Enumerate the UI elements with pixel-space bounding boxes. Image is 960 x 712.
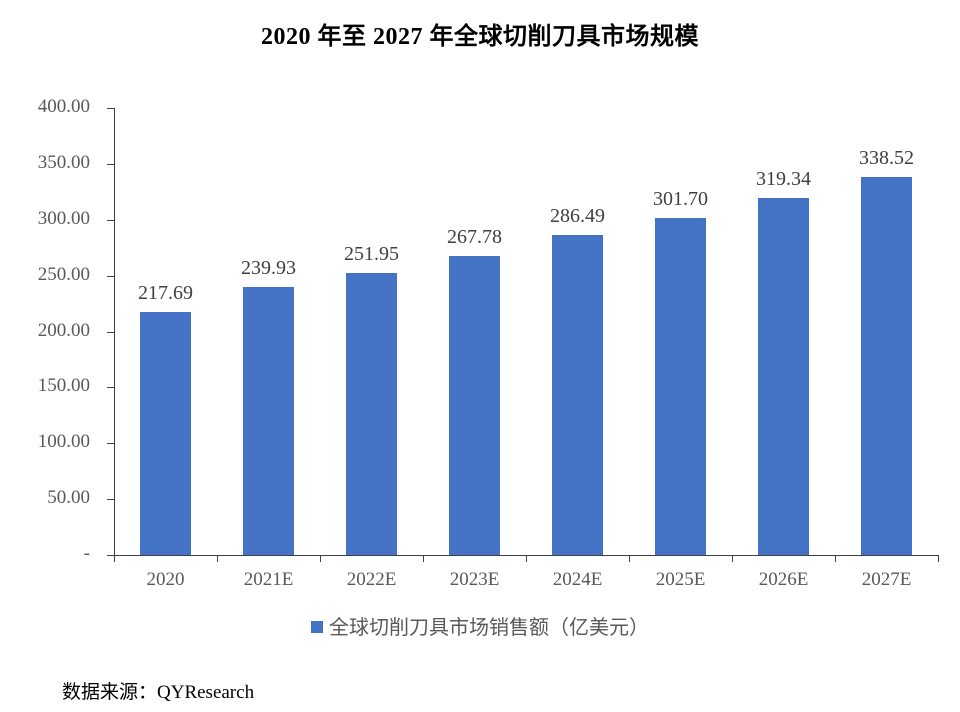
x-tick-label: 2022E [346, 569, 397, 590]
bar-2021E [243, 286, 294, 555]
bar-2024E [552, 234, 603, 555]
y-axis-line [114, 108, 115, 556]
y-tick-label: 150.00 [37, 375, 90, 397]
x-tick [320, 555, 321, 562]
chart-title: 2020 年至 2027 年全球切削刀具市场规模 [261, 24, 699, 50]
bar-value-label: 338.52 [859, 146, 914, 169]
y-tick [107, 275, 114, 277]
y-tick [107, 219, 114, 221]
x-tick-label: 2023E [449, 569, 500, 590]
x-tick-label: 2027E [861, 569, 912, 590]
y-tick [107, 443, 114, 445]
y-tick [107, 163, 114, 165]
legend-label: 全球切削刀具市场销售额（亿美元） [329, 617, 649, 639]
y-tick-label: 250.00 [37, 263, 90, 285]
x-tick-label: 2025E [655, 569, 706, 590]
bar-value-label: 217.69 [138, 281, 193, 304]
y-tick [107, 555, 114, 556]
source-note: 数据来源：QYResearch [62, 682, 255, 703]
x-tick [526, 555, 527, 562]
legend: 全球切削刀具市场销售额（亿美元） [0, 611, 960, 640]
y-tick-label: 50.00 [47, 487, 90, 509]
bar-2023E [449, 255, 500, 555]
y-tick-label: 350.00 [37, 151, 90, 173]
bar-2025E [655, 217, 706, 555]
x-tick [217, 555, 218, 562]
y-tick [107, 331, 114, 333]
y-tick [107, 499, 114, 501]
bar-value-label: 319.34 [756, 168, 811, 191]
x-tick-label: 2020 [146, 569, 185, 590]
y-tick-label: 200.00 [37, 319, 90, 341]
x-tick-label: 2026E [758, 569, 809, 590]
bar-value-label: 251.95 [344, 243, 399, 266]
y-tick-label: 100.00 [37, 431, 90, 453]
x-tick [114, 555, 115, 562]
y-tick [107, 387, 114, 389]
bar-value-label: 286.49 [550, 204, 605, 227]
bar-value-label: 301.70 [653, 187, 708, 210]
x-axis-line [107, 555, 938, 556]
x-tick [938, 555, 939, 562]
x-tick [423, 555, 424, 562]
x-tick-label: 2021E [243, 569, 294, 590]
y-tick [107, 108, 114, 109]
y-tick-label: 400.00 [37, 96, 90, 117]
x-tick [835, 555, 836, 562]
legend-swatch-icon [311, 621, 323, 633]
x-tick-label: 2024E [552, 569, 603, 590]
bar-2027E [861, 176, 912, 555]
bar-value-label: 239.93 [241, 256, 296, 279]
y-tick-label: 300.00 [37, 207, 90, 229]
x-tick [732, 555, 733, 562]
bar-2026E [758, 198, 809, 555]
bar-2020 [140, 311, 191, 555]
bar-2022E [346, 273, 397, 555]
y-tick-label: - [83, 543, 90, 564]
bar-value-label: 267.78 [447, 225, 502, 248]
x-tick [629, 555, 630, 562]
